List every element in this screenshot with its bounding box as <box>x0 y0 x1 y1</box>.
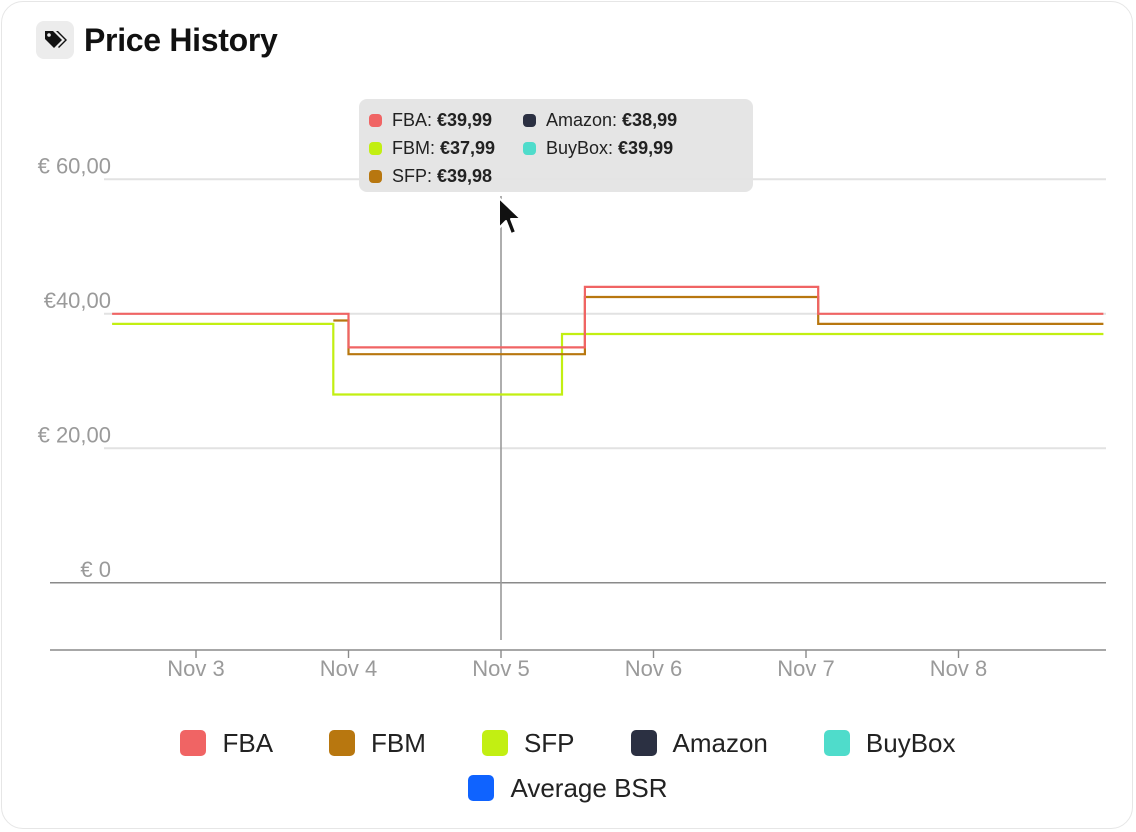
legend-swatch <box>468 775 495 801</box>
tooltip-row: FBM: €37,99 BuyBox: €39,99 <box>369 134 743 162</box>
legend-item-sfp[interactable]: SFP <box>481 727 575 759</box>
tooltip-item: FBM: €37,99 <box>369 138 523 159</box>
legend-item-amazon[interactable]: Amazon <box>630 727 768 759</box>
legend-row: FBA FBM SFP Amazon BuyBox <box>0 722 1136 764</box>
tooltip-swatch <box>523 141 536 155</box>
legend-swatch <box>823 730 850 756</box>
tooltip-row: FBA: €39,99 Amazon: €38,99 <box>369 106 743 134</box>
tooltip-label: BuyBox: <box>546 137 614 158</box>
chart-tooltip: FBA: €39,99 Amazon: €38,99 FBM: €37,99 BuyBox:… <box>359 99 753 192</box>
y-tick-label: €40,00 <box>44 288 111 313</box>
x-tick-label: Nov 4 <box>320 656 377 681</box>
tooltip-swatch <box>523 113 536 127</box>
x-tick-label: Nov 8 <box>930 656 987 681</box>
tooltip-label: SFP: <box>392 165 433 186</box>
legend-label: Average BSR <box>510 772 668 803</box>
x-tick-label: Nov 6 <box>625 656 682 681</box>
tooltip-label: FBA: <box>392 109 433 130</box>
x-tick-label: Nov 3 <box>167 656 224 681</box>
card-header: Price History <box>36 20 278 60</box>
legend-swatch <box>481 730 508 756</box>
legend-item-fba[interactable]: FBA <box>180 728 273 759</box>
legend-item-fbm[interactable]: FBM <box>329 728 426 759</box>
tooltip-swatch <box>369 113 382 127</box>
tooltip-item: SFP: €39,98 <box>369 166 523 187</box>
tag-icon <box>36 21 74 59</box>
tooltip-label: FBM: <box>392 137 435 158</box>
tooltip-item: Amazon: €38,99 <box>523 110 677 131</box>
series-line-fbm <box>333 295 1104 356</box>
chart-legend: FBA FBM SFP Amazon BuyBox Average BSR <box>0 722 1136 812</box>
tooltip-item: BuyBox: €39,99 <box>523 138 673 159</box>
legend-swatch <box>630 730 657 756</box>
tooltip-value: €39,99 <box>437 109 493 130</box>
legend-label: FBA <box>222 727 274 758</box>
legend-label: Amazon <box>672 727 768 758</box>
x-tick-label: Nov 5 <box>472 656 529 681</box>
legend-swatch <box>329 730 356 756</box>
x-tick-label: Nov 7 <box>777 656 834 681</box>
tooltip-item: FBA: €39,99 <box>369 110 523 131</box>
legend-label: BuyBox <box>865 727 956 758</box>
legend-item-average-bsr[interactable]: Average BSR <box>468 772 668 804</box>
legend-label: SFP <box>523 727 575 758</box>
card-title: Price History <box>84 21 278 58</box>
tooltip-swatch <box>369 141 382 155</box>
y-tick-label: € 20,00 <box>38 422 111 447</box>
tooltip-label: Amazon: <box>546 109 618 130</box>
mouse-pointer-icon <box>498 197 522 235</box>
tooltip-value: €37,99 <box>440 137 496 158</box>
tooltip-swatch <box>369 169 382 183</box>
y-tick-label: € 60,00 <box>38 153 111 178</box>
series-line-sfp <box>112 322 1104 396</box>
y-tick-label: € 0 <box>80 557 111 582</box>
legend-swatch <box>180 730 207 756</box>
series-line-fba <box>112 285 1104 349</box>
tooltip-row: SFP: €39,98 <box>369 162 743 190</box>
tooltip-value: €39,99 <box>618 137 674 158</box>
tooltip-value: €38,99 <box>622 109 678 130</box>
tooltip-value: €39,98 <box>437 165 493 186</box>
legend-item-buybox[interactable]: BuyBox <box>823 727 956 759</box>
legend-label: FBM <box>371 727 426 758</box>
legend-row: Average BSR <box>0 767 1136 809</box>
